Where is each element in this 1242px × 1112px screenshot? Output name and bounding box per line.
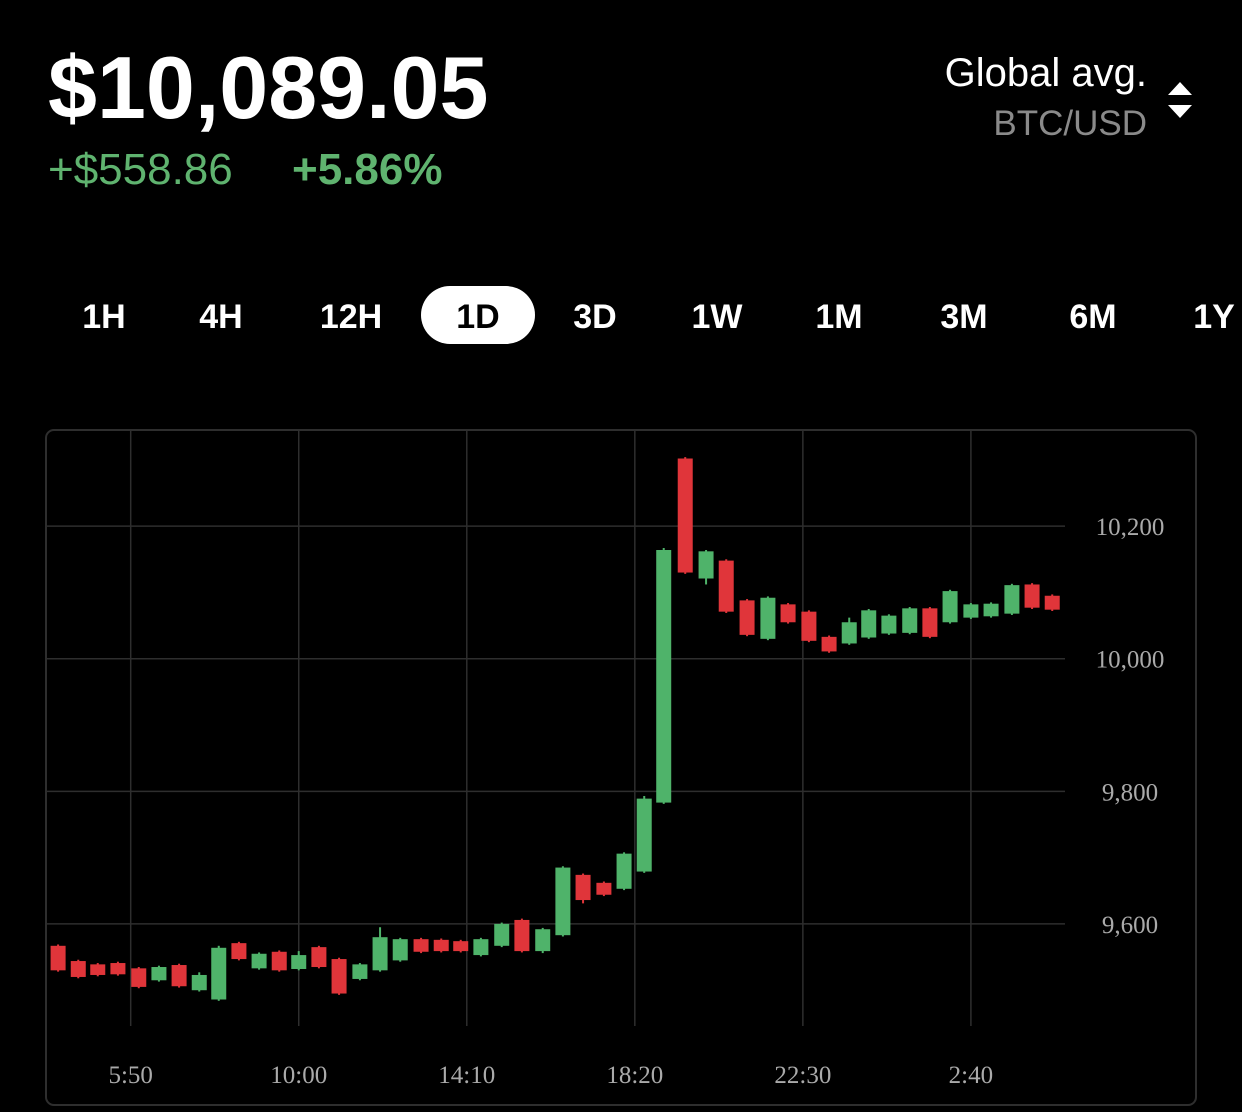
candle-body <box>555 867 571 936</box>
x-tick-label: 5:50 <box>108 1062 152 1089</box>
candle-body <box>514 919 530 952</box>
candle-body <box>413 939 429 952</box>
range-tab[interactable]: 1D <box>456 298 499 336</box>
candle-body <box>1044 595 1060 610</box>
candle-body <box>780 604 796 623</box>
candle-body <box>535 929 551 952</box>
x-tick-label: 10:00 <box>270 1062 327 1089</box>
pair-label[interactable]: BTC/USD <box>993 104 1147 143</box>
candle-body <box>616 853 632 889</box>
candle-body <box>392 939 408 961</box>
candle-body <box>698 551 714 579</box>
range-tab[interactable]: 6M <box>1069 298 1116 336</box>
candle-body <box>1024 584 1040 608</box>
range-tab[interactable]: 1W <box>692 298 744 336</box>
range-tab[interactable]: 12H <box>320 298 382 336</box>
candle-body <box>656 550 672 803</box>
candle-body <box>90 964 106 975</box>
range-tab[interactable]: 3M <box>940 298 987 336</box>
candle-body <box>311 947 327 968</box>
candle-body <box>636 798 652 872</box>
candle-body <box>372 937 388 971</box>
candle-body <box>231 943 247 960</box>
percent-change: +5.86% <box>292 145 442 194</box>
candle-body <box>575 874 591 901</box>
candle-body <box>352 964 368 979</box>
price-change: +$558.86 <box>48 145 233 194</box>
price: $10,089.05 <box>48 38 488 137</box>
candle-body <box>596 882 612 895</box>
candle-body <box>841 622 857 644</box>
y-tick-label: 10,200 <box>1096 514 1165 541</box>
candle-body <box>473 939 489 956</box>
candle-body <box>677 458 693 573</box>
x-tick-label: 14:10 <box>438 1062 495 1089</box>
candle-body <box>760 597 776 639</box>
candle-body <box>453 941 469 952</box>
candle-body <box>718 560 734 612</box>
y-tick-label: 9,600 <box>1102 912 1158 939</box>
candle-body <box>291 955 307 970</box>
candle-body <box>739 600 755 635</box>
candle-body <box>251 953 267 969</box>
source-label[interactable]: Global avg. <box>945 51 1147 95</box>
candle-body <box>922 608 938 637</box>
range-tab[interactable]: 1H <box>82 298 125 336</box>
candle-body <box>271 951 287 971</box>
candle-body <box>70 961 86 977</box>
sort-toggle[interactable] <box>1168 82 1192 118</box>
candle-body <box>881 615 897 634</box>
candle-body <box>151 967 167 981</box>
candle-body <box>331 959 347 994</box>
candle-body <box>801 611 817 641</box>
selected-tab-pill[interactable] <box>421 286 535 344</box>
chart: 9,600 9,800 10,000 10,200 5:50 10:00 14:10 18:2… <box>46 430 1164 1089</box>
range-tab[interactable]: 1Y <box>1193 298 1235 336</box>
candle-body <box>50 945 66 971</box>
candle-body <box>861 610 877 638</box>
candle-body <box>110 963 126 975</box>
y-tick-label: 10,000 <box>1096 647 1165 674</box>
candle-body <box>821 636 837 652</box>
range-tab[interactable]: 1M <box>815 298 862 336</box>
range-tabs: 1H 4H 12H 1D 3D 1W 1M 3M 6M 1Y <box>82 286 1235 344</box>
candle-body <box>494 923 510 946</box>
candle-body <box>433 939 449 952</box>
candle-body <box>1004 585 1020 614</box>
candle-body <box>171 965 187 987</box>
candle-body <box>983 603 999 617</box>
x-tick-label: 22:30 <box>774 1062 831 1089</box>
range-tab[interactable]: 4H <box>199 298 242 336</box>
candle-body <box>963 604 979 618</box>
candle-body <box>191 974 207 991</box>
candle-body <box>942 591 958 623</box>
y-tick-label: 9,800 <box>1102 779 1158 806</box>
x-tick-label: 18:20 <box>606 1062 663 1089</box>
candle-body <box>902 608 918 633</box>
candle-body <box>131 968 147 987</box>
x-tick-label: 2:40 <box>949 1062 993 1089</box>
candle-body <box>211 947 227 1000</box>
range-tab[interactable]: 3D <box>573 298 616 336</box>
chart-frame <box>45 429 1197 1106</box>
